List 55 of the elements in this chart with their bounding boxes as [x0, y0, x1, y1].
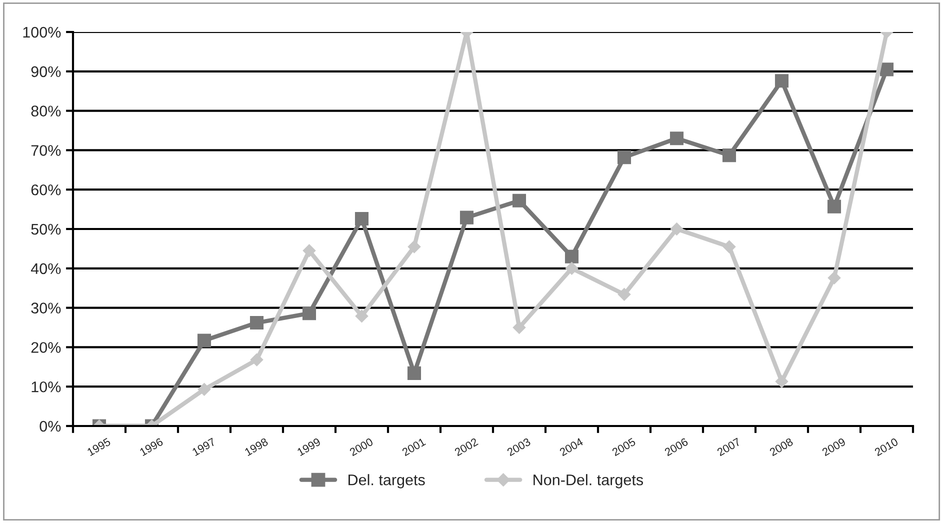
x-tick-label: 2000 [349, 438, 374, 456]
point [198, 382, 211, 396]
x-tick-label: 2009 [822, 438, 846, 456]
point [775, 375, 788, 388]
point [722, 148, 736, 162]
y-tick-label: 100% [23, 26, 61, 38]
y-tick-label: 20% [31, 342, 61, 353]
point [827, 200, 842, 214]
x-tick-label: 2002 [454, 438, 478, 456]
point [565, 262, 578, 275]
point [354, 212, 369, 226]
point [828, 271, 841, 284]
point [670, 132, 684, 146]
x-tick-label: 1999 [296, 438, 321, 456]
point [618, 288, 631, 301]
y-tick-label: 60% [31, 184, 61, 196]
point [250, 353, 264, 366]
x-tick-label: 2005 [612, 438, 636, 456]
x-tick-label: 1995 [86, 438, 112, 456]
x-tick-label: 2008 [769, 438, 794, 456]
x-tick-label: 2004 [559, 438, 584, 456]
x-tick-label: 2007 [716, 438, 741, 456]
point [250, 316, 264, 330]
y-tick-label: 0% [40, 420, 61, 432]
point [407, 366, 422, 380]
x-tick-label: 1996 [139, 438, 164, 456]
x-tick-label: 1998 [244, 438, 269, 456]
point [722, 240, 736, 254]
x-tick-label: 2003 [506, 438, 532, 456]
point [302, 306, 316, 320]
y-tick-label: 30% [31, 302, 61, 314]
point [197, 334, 212, 348]
point [460, 210, 474, 224]
point [617, 150, 632, 164]
y-tick-label: 50% [31, 224, 61, 235]
point [564, 250, 579, 264]
x-tick-label: 2001 [402, 438, 426, 456]
x-tick-label: 1997 [192, 438, 216, 456]
legend-label: Non-Del. targets [534, 474, 644, 488]
legend-label: Del. targets [348, 474, 425, 488]
point [302, 244, 316, 258]
x-tick-label: 2010 [874, 438, 899, 456]
point [774, 74, 789, 88]
y-tick-label: 70% [31, 145, 61, 156]
point [512, 321, 526, 334]
point [880, 62, 894, 76]
point [355, 310, 368, 322]
y-tick-label: 90% [31, 66, 61, 78]
point [670, 222, 684, 236]
y-tick-label: 10% [32, 381, 61, 392]
x-tick-label: 2006 [664, 438, 689, 456]
y-tick-label: 40% [30, 263, 61, 274]
point [512, 194, 526, 208]
y-tick-label: 80% [31, 106, 61, 116]
point [408, 240, 421, 254]
